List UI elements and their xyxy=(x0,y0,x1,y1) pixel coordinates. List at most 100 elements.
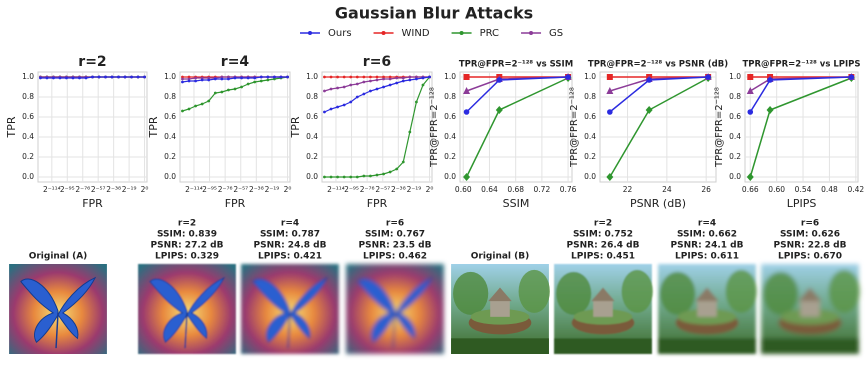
data-point xyxy=(323,175,326,179)
data-point xyxy=(136,75,140,79)
x-axis-label: PSNR (dB) xyxy=(630,197,686,210)
image-content xyxy=(554,264,653,354)
image-caption: r=2 xyxy=(594,219,612,229)
x-tick-label: 2⁻³⁸ xyxy=(106,185,121,194)
data-point xyxy=(848,74,855,80)
data-point xyxy=(213,77,217,81)
image-caption: r=6 xyxy=(386,219,404,229)
data-point xyxy=(329,75,333,79)
data-point xyxy=(187,107,191,111)
data-point xyxy=(207,78,211,82)
data-point xyxy=(607,109,613,115)
image-caption: Original (A) xyxy=(29,252,88,262)
data-point xyxy=(382,172,385,176)
data-point xyxy=(395,81,399,85)
x-tick-label: 2⁻⁵⁷ xyxy=(91,185,106,194)
data-point xyxy=(65,76,68,80)
image-content xyxy=(658,264,757,354)
image-caption: r=4 xyxy=(698,219,716,229)
data-point xyxy=(646,77,652,83)
legend-swatch xyxy=(381,31,386,35)
data-point xyxy=(336,175,339,179)
data-point xyxy=(767,77,773,83)
image-caption: r=6 xyxy=(801,219,819,229)
data-point xyxy=(355,95,359,99)
y-tick-label: 1.0 xyxy=(22,72,34,81)
data-point xyxy=(645,106,653,114)
chart-title: TPR@FPR=2⁻¹²⁸ vs LPIPS xyxy=(742,60,860,70)
data-point xyxy=(401,160,405,164)
y-tick-label: 1.0 xyxy=(444,72,456,81)
x-axis-label: FPR xyxy=(82,197,103,210)
x-tick-label: 2⁻¹⁹ xyxy=(265,185,280,194)
y-tick-label: 1.0 xyxy=(729,72,741,81)
data-point xyxy=(375,78,379,82)
data-point xyxy=(259,75,263,79)
y-tick-label: 0.0 xyxy=(164,172,176,181)
data-point xyxy=(746,173,754,181)
data-point xyxy=(110,75,114,79)
image-caption: SSIM: 0.787 xyxy=(260,230,320,240)
y-tick-label: 0.2 xyxy=(306,152,318,161)
data-point xyxy=(747,109,754,115)
data-point xyxy=(421,76,425,80)
data-point xyxy=(375,173,379,177)
data-point xyxy=(266,75,270,79)
data-point xyxy=(375,75,379,79)
data-point xyxy=(323,75,326,79)
data-point xyxy=(362,80,366,84)
y-tick-label: 0.8 xyxy=(22,92,34,101)
data-point xyxy=(71,76,75,80)
legend-swatch xyxy=(529,31,534,35)
data-point xyxy=(58,76,62,80)
data-point xyxy=(388,75,392,79)
x-axis-label: FPR xyxy=(225,197,246,210)
data-point xyxy=(187,77,191,81)
data-point xyxy=(117,75,120,79)
image-caption: LPIPS: 0.329 xyxy=(155,252,219,262)
data-point xyxy=(130,75,133,79)
y-tick-label: 0.4 xyxy=(306,132,318,141)
y-axis-label: TPR xyxy=(5,116,18,138)
x-tick-label: 0.64 xyxy=(481,185,498,194)
x-tick-label: 2⁻¹⁹ xyxy=(122,185,137,194)
image-caption: SSIM: 0.767 xyxy=(365,230,425,240)
x-tick-label: 0.68 xyxy=(507,185,524,194)
data-point xyxy=(200,76,204,80)
data-point xyxy=(362,92,366,96)
legend-label: PRC xyxy=(480,28,499,39)
image-caption: r=4 xyxy=(281,219,299,229)
data-point xyxy=(388,83,392,87)
data-point xyxy=(279,75,283,79)
x-tick-label: 2⁻⁷⁶ xyxy=(360,185,375,194)
data-point xyxy=(369,174,372,178)
image-content xyxy=(345,264,445,354)
x-tick-label: 2⁰ xyxy=(284,185,292,194)
data-point xyxy=(323,89,326,93)
x-tick-label: 2⁻⁵⁷ xyxy=(375,185,390,194)
y-axis-label: TPR@FPR=2⁻¹²⁸ xyxy=(429,87,440,168)
legend-label: GS xyxy=(549,28,563,39)
x-tick-label: 2⁻³⁸ xyxy=(249,185,264,194)
data-point xyxy=(104,75,107,79)
y-tick-label: 0.6 xyxy=(444,112,456,121)
data-point xyxy=(395,76,399,80)
data-point xyxy=(227,75,230,79)
x-tick-label: 2⁻⁷⁶ xyxy=(75,185,90,194)
data-point xyxy=(355,75,359,79)
y-tick-label: 0.2 xyxy=(584,152,596,161)
data-point xyxy=(253,76,257,80)
y-tick-label: 1.0 xyxy=(584,72,596,81)
data-point xyxy=(246,76,250,80)
y-tick-label: 0.4 xyxy=(584,132,596,141)
data-point xyxy=(246,82,250,86)
data-point xyxy=(463,87,471,94)
data-point xyxy=(227,88,230,92)
data-point xyxy=(181,109,184,113)
data-point xyxy=(220,77,224,81)
figure-title: Gaussian Blur Attacks xyxy=(335,4,533,23)
data-point xyxy=(123,75,127,79)
data-point xyxy=(187,79,191,83)
data-point xyxy=(91,75,94,79)
legend-label: WIND xyxy=(402,28,430,39)
